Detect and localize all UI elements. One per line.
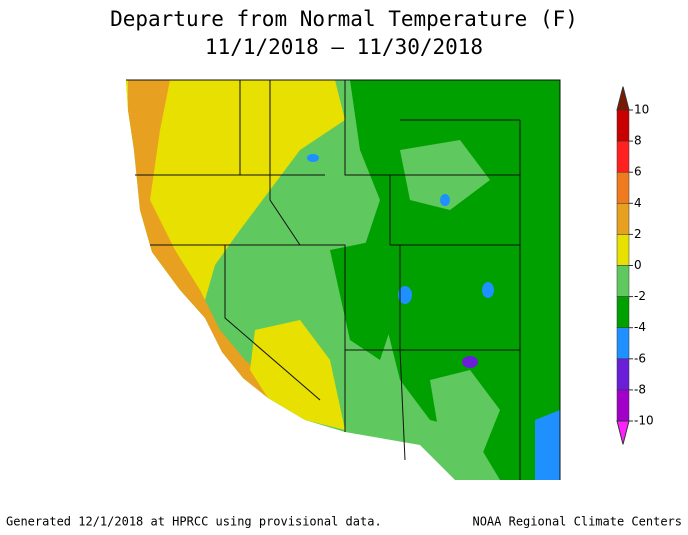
cold-spot (462, 356, 478, 368)
colorbar-band (616, 171, 630, 204)
cold-spot (440, 194, 450, 206)
subtitle: 11/1/2018 – 11/30/2018 (205, 35, 483, 59)
cold-spot (398, 286, 412, 304)
colorbar-band (616, 140, 630, 173)
colorbar-tick-label: 8 (634, 134, 642, 148)
colorbar-tick-label: -10 (634, 414, 654, 428)
colorbar-band (616, 234, 630, 266)
title: Departure from Normal Temperature (F) (110, 7, 578, 31)
mild-patch (430, 370, 500, 460)
colorbar-band (616, 389, 630, 422)
colorbar-tick-label: 4 (634, 196, 642, 210)
colorbar-band (616, 265, 630, 297)
cold-spot (482, 282, 494, 298)
colorbar-tick-label: 10 (634, 103, 649, 117)
cold-spot (307, 154, 319, 162)
map (126, 79, 561, 480)
colorbar-tick-label: -4 (634, 320, 646, 334)
colorbar: 10 8 6 4 2 0 -2 -4 -6 -8 -10 (616, 86, 654, 445)
state-borders (126, 79, 561, 480)
cool-east (330, 240, 400, 360)
colorbar-tick-label: 0 (634, 258, 642, 272)
colorbar-band (616, 203, 630, 235)
footer-right: NOAA Regional Climate Centers (472, 515, 682, 529)
cold-area (535, 410, 560, 480)
colorbar-tick-label: 6 (634, 165, 642, 179)
colorbar-arrow (616, 86, 630, 111)
colorbar-arrow (616, 420, 630, 445)
colorbar-tick-label: -2 (634, 289, 646, 303)
colorbar-tick-label: 2 (634, 227, 642, 241)
colorbar-tick-label: -6 (634, 351, 646, 365)
colorbar-band (616, 358, 630, 391)
footer-left: Generated 12/1/2018 at HPRCC using provi… (6, 515, 382, 529)
colorbar-band (616, 296, 630, 328)
colorbar-tick-label: -8 (634, 382, 646, 396)
cool-rockies (350, 80, 560, 480)
colorbar-band (616, 327, 630, 360)
colorbar-band (616, 109, 630, 142)
warm-desert (250, 320, 345, 430)
